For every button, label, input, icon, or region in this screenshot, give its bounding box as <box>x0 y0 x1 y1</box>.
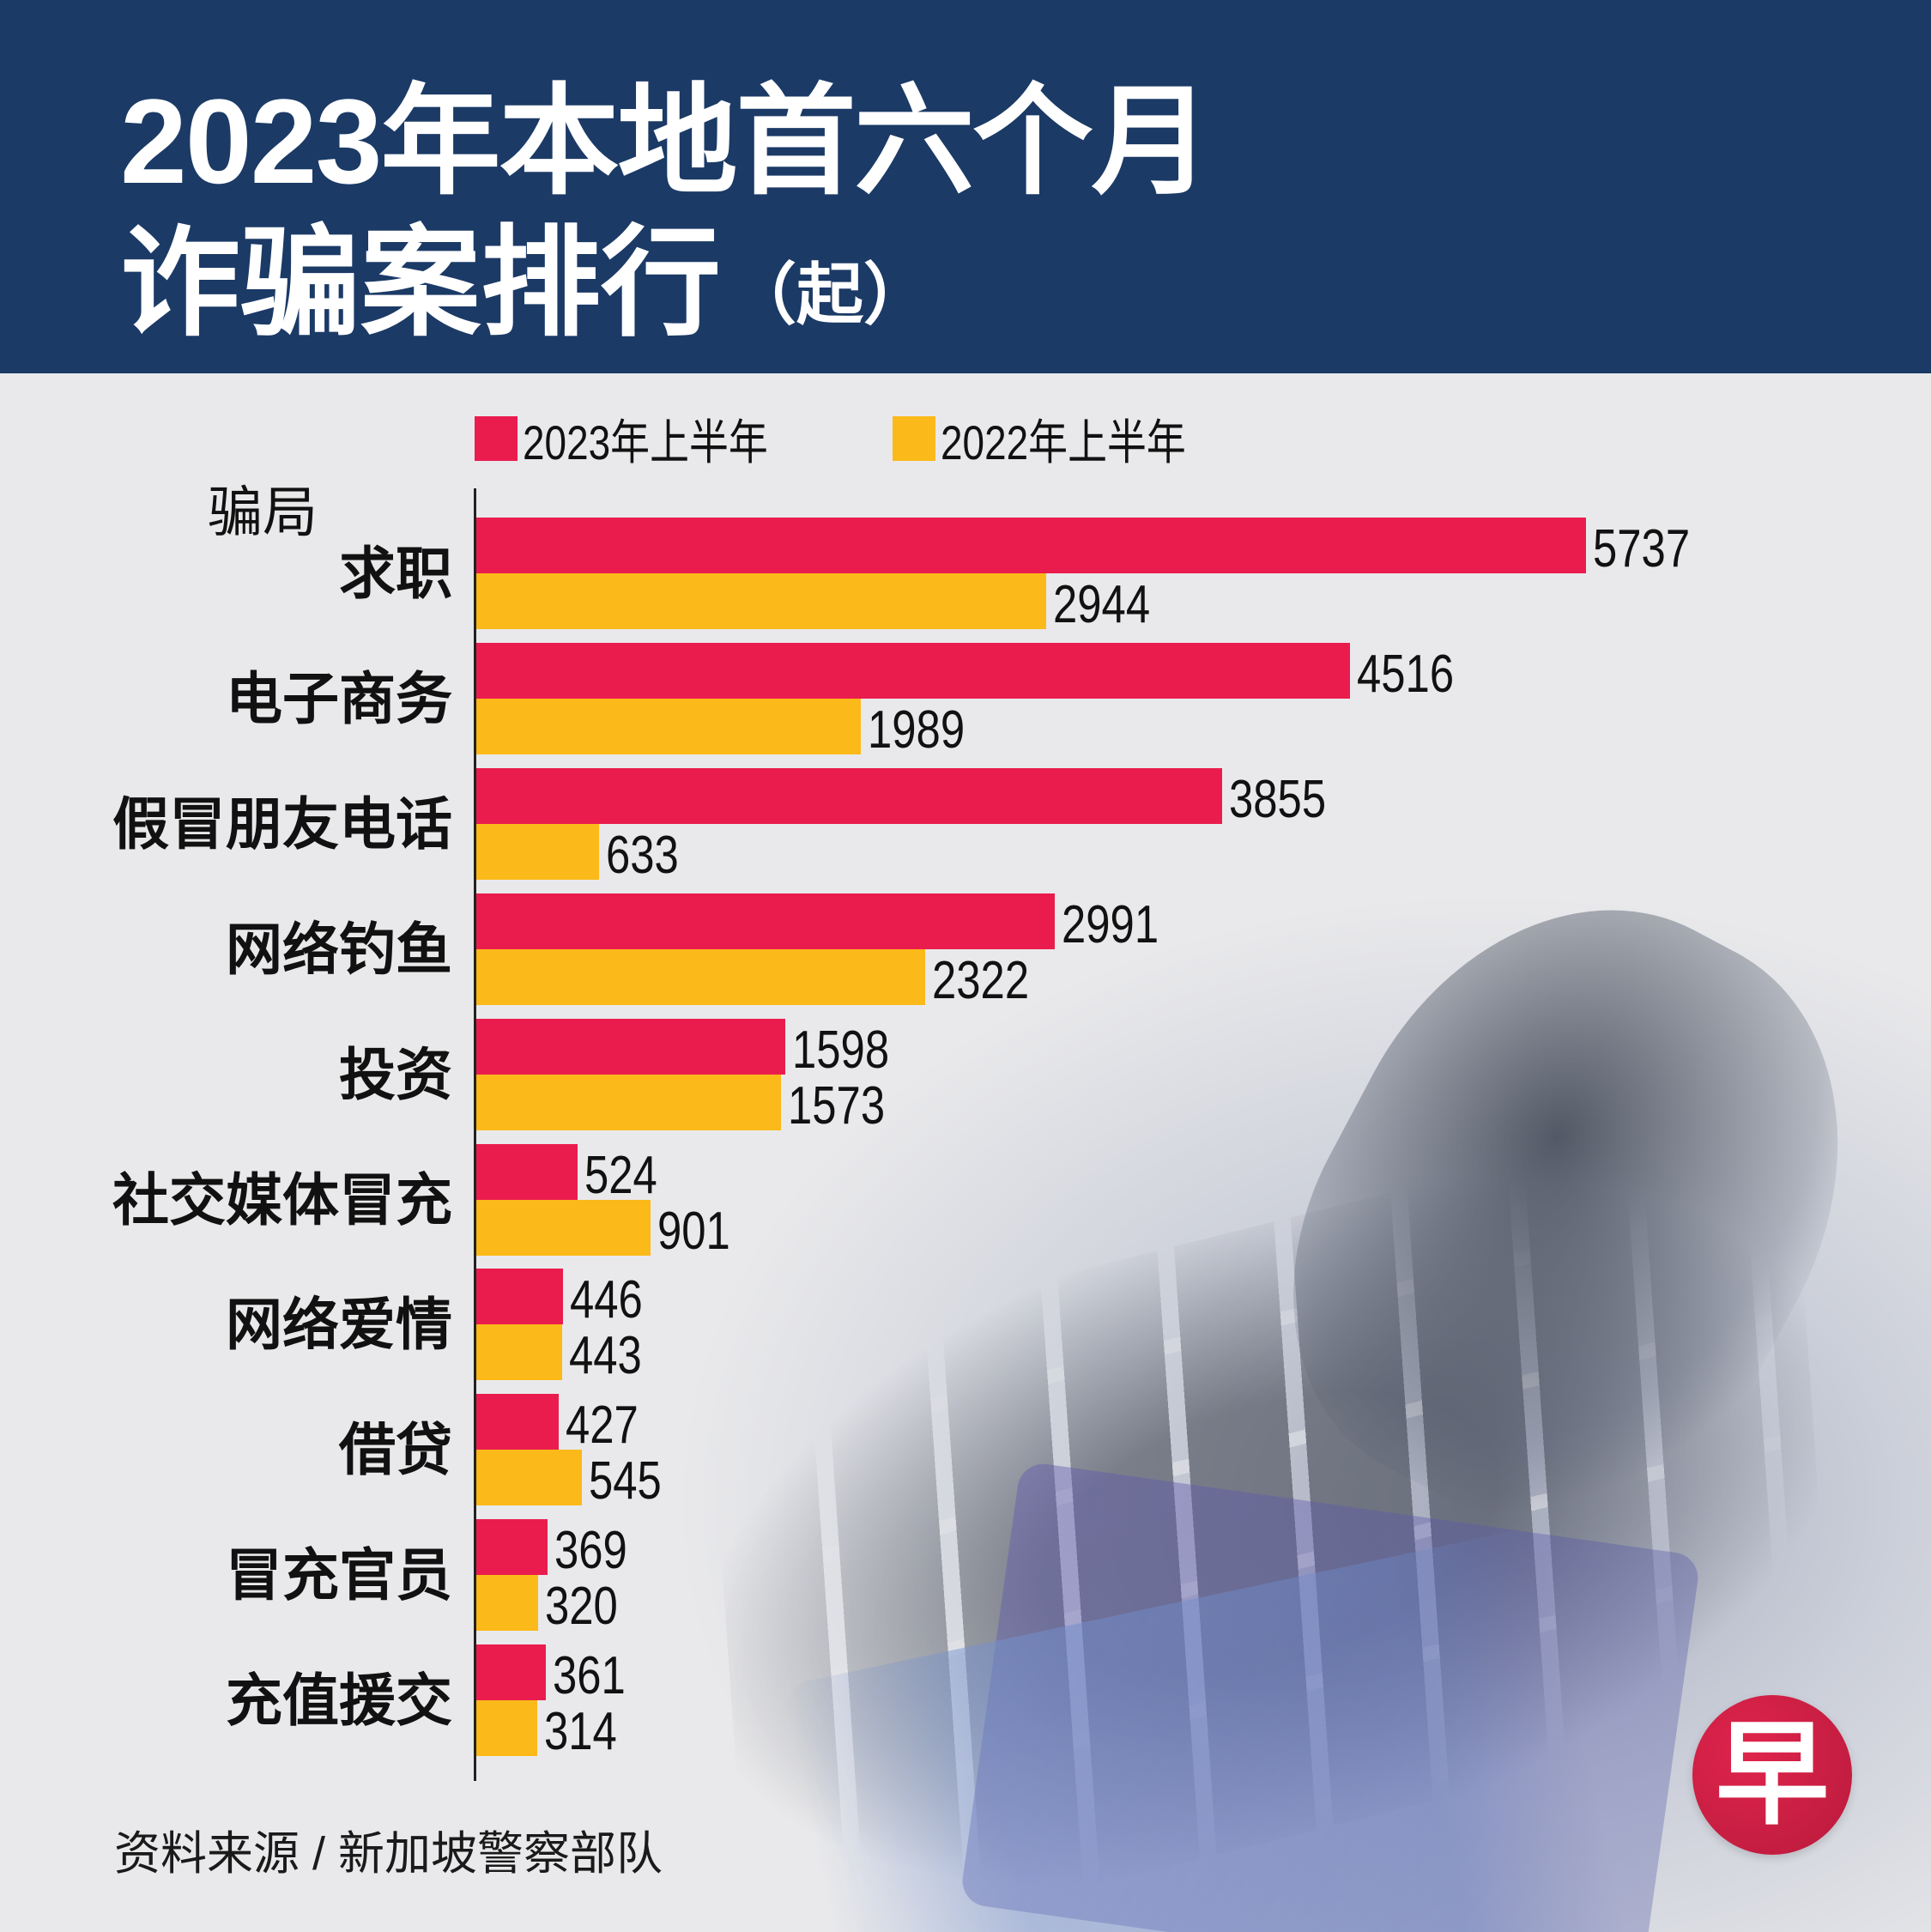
legend-label: 2022年上半年 <box>941 415 1186 469</box>
value-label: 1989 <box>868 700 966 760</box>
bar-2022 <box>476 948 925 1005</box>
bar-2022 <box>476 1074 781 1130</box>
category-label: 假冒朋友电话 <box>112 791 452 856</box>
category-label: 投资 <box>339 1042 452 1106</box>
value-label: 314 <box>544 1702 617 1762</box>
value-label: 545 <box>589 1451 662 1511</box>
bar-2023 <box>476 1519 548 1576</box>
category-label: 电子商务 <box>226 666 452 730</box>
category-label: 网络爱情 <box>226 1293 452 1357</box>
bar-2022 <box>476 1324 562 1381</box>
header-banner: 2023年本地首六个月 诈骗案排行 （起） <box>0 0 1931 373</box>
category-label: 冒充官员 <box>226 1543 452 1608</box>
bar-2022 <box>476 1575 538 1632</box>
value-label: 369 <box>554 1521 627 1581</box>
value-label: 2322 <box>932 950 1030 1010</box>
legend-swatch-2022 <box>893 416 935 461</box>
bar-2023 <box>476 1143 578 1200</box>
bar-2022 <box>476 1700 537 1757</box>
category-label: 借贷 <box>339 1418 452 1482</box>
value-label: 4516 <box>1357 644 1455 704</box>
value-label: 2991 <box>1062 894 1159 954</box>
value-label: 1598 <box>792 1020 890 1080</box>
bar-2023 <box>476 642 1350 699</box>
category-label: 求职 <box>339 542 452 605</box>
bar-2023 <box>476 767 1222 824</box>
bar-2022 <box>476 1450 582 1506</box>
source-note: 资料来源 / 新加坡警察部队 <box>114 1828 663 1880</box>
category-label: 社交媒体冒充 <box>112 1167 452 1232</box>
category-label: 充值援交 <box>226 1669 452 1733</box>
bar-2022 <box>476 573 1046 629</box>
logo-glyph: 早 <box>1716 1708 1829 1841</box>
bar-2022 <box>476 823 599 880</box>
value-label: 446 <box>570 1270 643 1330</box>
bar-2023 <box>476 1018 785 1075</box>
bar-2022 <box>476 1199 651 1256</box>
value-label: 524 <box>584 1145 657 1205</box>
value-label: 2944 <box>1053 575 1151 634</box>
category-axis-line <box>474 488 476 1781</box>
bar-2022 <box>476 698 861 754</box>
chart-title-line2: 诈骗案排行 （起） <box>120 219 930 359</box>
value-label: 320 <box>545 1577 618 1637</box>
category-label: 网络钓鱼 <box>226 917 452 981</box>
value-label: 5737 <box>1593 519 1691 578</box>
bar-2023 <box>476 1644 546 1701</box>
value-label: 1573 <box>788 1075 886 1136</box>
value-label: 3855 <box>1229 769 1327 829</box>
legend-swatch-2023 <box>475 416 518 461</box>
value-label: 901 <box>657 1201 730 1261</box>
value-label: 443 <box>569 1326 642 1386</box>
bar-2023 <box>476 893 1055 949</box>
legend-label: 2023年上半年 <box>523 415 768 469</box>
bar-2023 <box>476 518 1586 573</box>
zaobao-logo-icon: 早 <box>1692 1695 1852 1855</box>
value-label: 361 <box>553 1646 626 1706</box>
chart-title-line1: 2023年本地首六个月 <box>120 74 1211 209</box>
bar-2023 <box>476 1269 563 1325</box>
chart-title-unit: （起） <box>729 257 931 332</box>
legend-item-2023: 2023年上半年 <box>475 415 822 469</box>
category-axis-title: 骗局 <box>208 481 318 543</box>
legend-item-2022: 2022年上半年 <box>893 415 1240 469</box>
value-label: 633 <box>606 825 679 885</box>
bar-2023 <box>476 1394 559 1451</box>
chart-title-main: 诈骗案排行 <box>120 215 722 350</box>
value-label: 427 <box>566 1396 639 1456</box>
